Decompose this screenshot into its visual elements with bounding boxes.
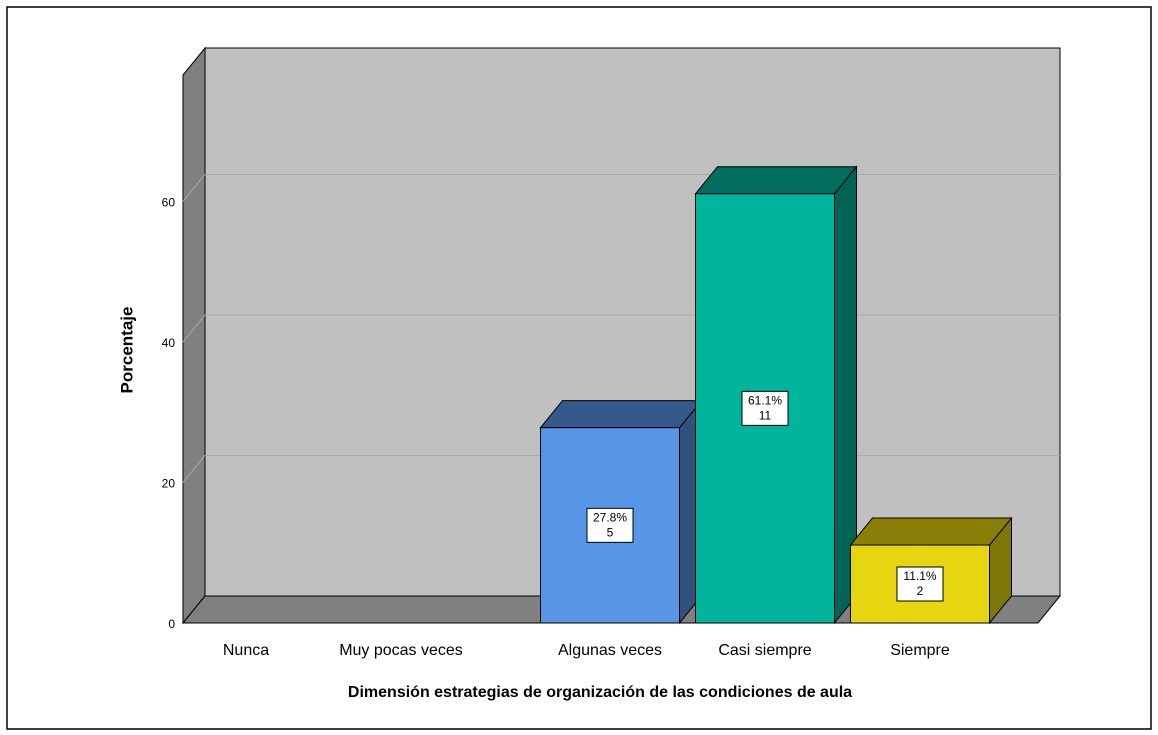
y-tick-label: 20 [162, 477, 176, 491]
x-tick-label: Siempre [890, 642, 950, 659]
grid-line [182, 455, 206, 483]
left-wall [182, 46, 206, 625]
data-label-box [586, 507, 634, 543]
y-tick-label: 60 [162, 196, 176, 210]
data-label-box [896, 566, 944, 602]
data-label: 11.1% [903, 569, 936, 583]
bar-top [849, 517, 1013, 546]
grid-line [182, 314, 206, 343]
data-label-box [741, 390, 789, 426]
bar-top [539, 400, 703, 429]
data-label: 27.8% [593, 511, 627, 525]
data-label: 2 [917, 584, 924, 598]
bar-top [694, 166, 858, 195]
x-tick-label: Casi siempre [718, 642, 811, 659]
x-axis-title: Dimensión estrategias de organización de… [348, 684, 852, 701]
data-label: 5 [607, 526, 614, 540]
y-tick-label: 0 [168, 617, 175, 631]
x-tick-label: Muy pocas veces [339, 642, 463, 659]
data-label: 11 [759, 409, 772, 423]
x-tick-label: Algunas veces [558, 642, 662, 659]
data-label: 61.1% [748, 394, 782, 408]
y-tick-label: 40 [162, 336, 176, 350]
x-tick-label: Nunca [223, 642, 269, 659]
grid-line [182, 174, 206, 202]
y-axis-title: Porcentaje [117, 307, 136, 394]
